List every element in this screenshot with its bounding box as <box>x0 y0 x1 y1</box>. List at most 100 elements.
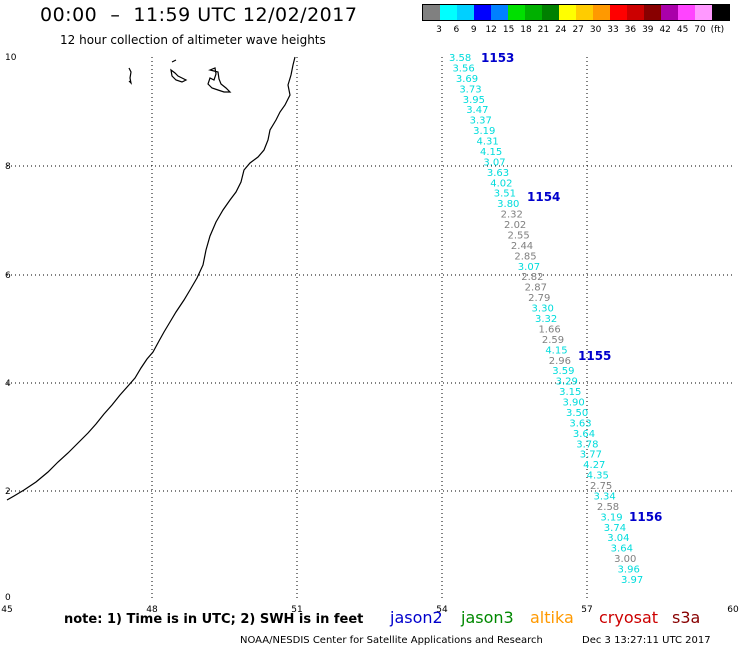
wave-height-label: 3.32 <box>535 314 557 325</box>
wave-height-label: 4.27 <box>583 460 605 471</box>
satellite-name: cryosat <box>599 608 659 627</box>
wave-height-label: 3.51 <box>494 189 516 200</box>
scale-swatch <box>610 5 627 20</box>
wave-height-label: 4.31 <box>477 137 499 148</box>
satellite-name: jason2 <box>390 608 443 627</box>
y-tick-label: 2 <box>5 487 11 497</box>
scale-label: 27 <box>572 25 584 35</box>
scale-swatch <box>457 5 474 20</box>
footer-note: note: 1) Time is in UTC; 2) SWH is in fe… <box>64 612 364 627</box>
x-tick-label: 60 <box>727 605 739 615</box>
wave-height-label: 3.19 <box>473 126 495 137</box>
scale-swatch <box>712 5 729 20</box>
generated-timestamp: Dec 3 13:27:11 UTC 2017 <box>582 635 711 646</box>
x-tick-label: 48 <box>146 605 158 615</box>
x-tick-label: 54 <box>436 605 448 615</box>
scale-label: 9 <box>470 25 477 35</box>
wave-height-label: 2.96 <box>549 356 571 367</box>
scale-label: 21 <box>537 25 550 35</box>
y-tick-label: 0 <box>5 593 11 603</box>
wave-height-label: 3.78 <box>576 439 598 450</box>
scale-swatch <box>525 5 542 20</box>
scale-label: 36 <box>624 25 637 35</box>
page-subtitle: 12 hour collection of altimeter wave hei… <box>60 33 326 47</box>
satellite-name: altika <box>530 608 574 627</box>
wave-height-label: 3.90 <box>563 398 585 409</box>
scale-swatch <box>542 5 559 20</box>
scale-label: 33 <box>607 25 619 35</box>
wave-height-label: 2.82 <box>521 272 543 283</box>
scale-label: 18 <box>520 25 532 35</box>
wave-height-label: 3.47 <box>466 105 488 116</box>
wave-height-label: 3.74 <box>604 523 626 534</box>
wave-height-label: 2.58 <box>597 502 619 513</box>
satellite-name: jason3 <box>461 608 514 627</box>
color-scale: 3 6 9 12 15 18 21 24 27 30 33 36 39 42 45 70 (ft) <box>422 4 730 35</box>
wave-height-label: 3.64 <box>611 544 633 555</box>
color-scale-labels: 3 6 9 12 15 18 21 24 27 30 33 36 39 42 45 70 (ft) <box>422 25 740 39</box>
scale-swatch <box>508 5 525 20</box>
scale-swatch <box>695 5 712 20</box>
wave-height-label: 3.63 <box>487 168 509 179</box>
wave-height-label: 4.35 <box>587 471 609 482</box>
page-title: 00:00 – 11:59 UTC 12/02/2017 <box>40 4 358 26</box>
island-outline <box>128 67 132 85</box>
wave-height-label: 3.96 <box>618 565 640 576</box>
coastline <box>6 56 296 501</box>
wave-height-label: 3.15 <box>559 387 581 398</box>
wave-height-label: 3.77 <box>580 450 602 461</box>
wave-height-label: 2.79 <box>528 293 550 304</box>
wave-height-label: 3.69 <box>456 74 478 85</box>
wave-height-label: 2.44 <box>511 241 533 252</box>
scale-swatch <box>440 5 457 20</box>
scale-swatch <box>491 5 508 20</box>
y-tick-label: 8 <box>5 162 11 172</box>
wave-height-label: 3.29 <box>556 377 578 388</box>
wave-height-label: 3.80 <box>497 199 519 210</box>
scale-label: 70 <box>694 25 706 35</box>
wave-height-label: 3.73 <box>459 84 481 95</box>
pass-number-label: 1154 <box>527 190 560 204</box>
scale-swatch <box>559 5 576 20</box>
x-tick-label: 45 <box>1 605 12 615</box>
satellite-name: s3a <box>672 608 701 627</box>
wave-height-label: 2.87 <box>525 283 547 294</box>
island-outline <box>170 59 188 83</box>
wave-height-label: 4.15 <box>480 147 502 158</box>
scale-label: 45 <box>676 25 689 35</box>
scale-swatch <box>576 5 593 20</box>
wave-height-label: 3.56 <box>452 63 474 74</box>
pass-number-label: 1153 <box>481 51 514 65</box>
scale-swatch <box>423 5 440 20</box>
wave-height-label: 3.07 <box>483 157 505 168</box>
scale-label: 12 <box>485 25 497 35</box>
scale-swatch <box>474 5 491 20</box>
wave-height-label: 3.30 <box>532 304 554 315</box>
wave-height-label: 2.02 <box>504 220 526 231</box>
y-tick-label: 6 <box>5 271 11 281</box>
pass-number-label: 1156 <box>629 510 662 524</box>
x-tick-label: 57 <box>581 605 592 615</box>
wave-height-label: 2.85 <box>514 251 536 262</box>
wave-height-label: 3.95 <box>463 95 485 106</box>
x-tick-label: 51 <box>291 605 302 615</box>
wave-height-label: 3.50 <box>566 408 588 419</box>
wave-height-label: 1.66 <box>538 324 560 335</box>
wave-height-label: 4.02 <box>490 178 512 189</box>
wave-height-label: 2.75 <box>590 481 612 492</box>
scale-swatch <box>627 5 644 20</box>
wave-height-label: 3.37 <box>470 116 492 127</box>
wave-height-label: 2.32 <box>501 210 523 221</box>
wave-height-label: 3.34 <box>593 491 615 502</box>
scale-label: 3 <box>436 25 442 35</box>
scale-label: 39 <box>642 25 654 35</box>
wave-height-label: 3.19 <box>600 512 622 523</box>
wave-height-label: 3.59 <box>552 366 574 377</box>
pass-number-label: 1155 <box>578 349 611 363</box>
scale-swatch <box>593 5 610 20</box>
wave-height-label: 3.04 <box>607 533 629 544</box>
credit-text: NOAA/NESDIS Center for Satellite Applica… <box>240 635 543 646</box>
wave-height-label: 3.97 <box>621 575 643 586</box>
wave-height-label: 3.00 <box>614 554 636 565</box>
